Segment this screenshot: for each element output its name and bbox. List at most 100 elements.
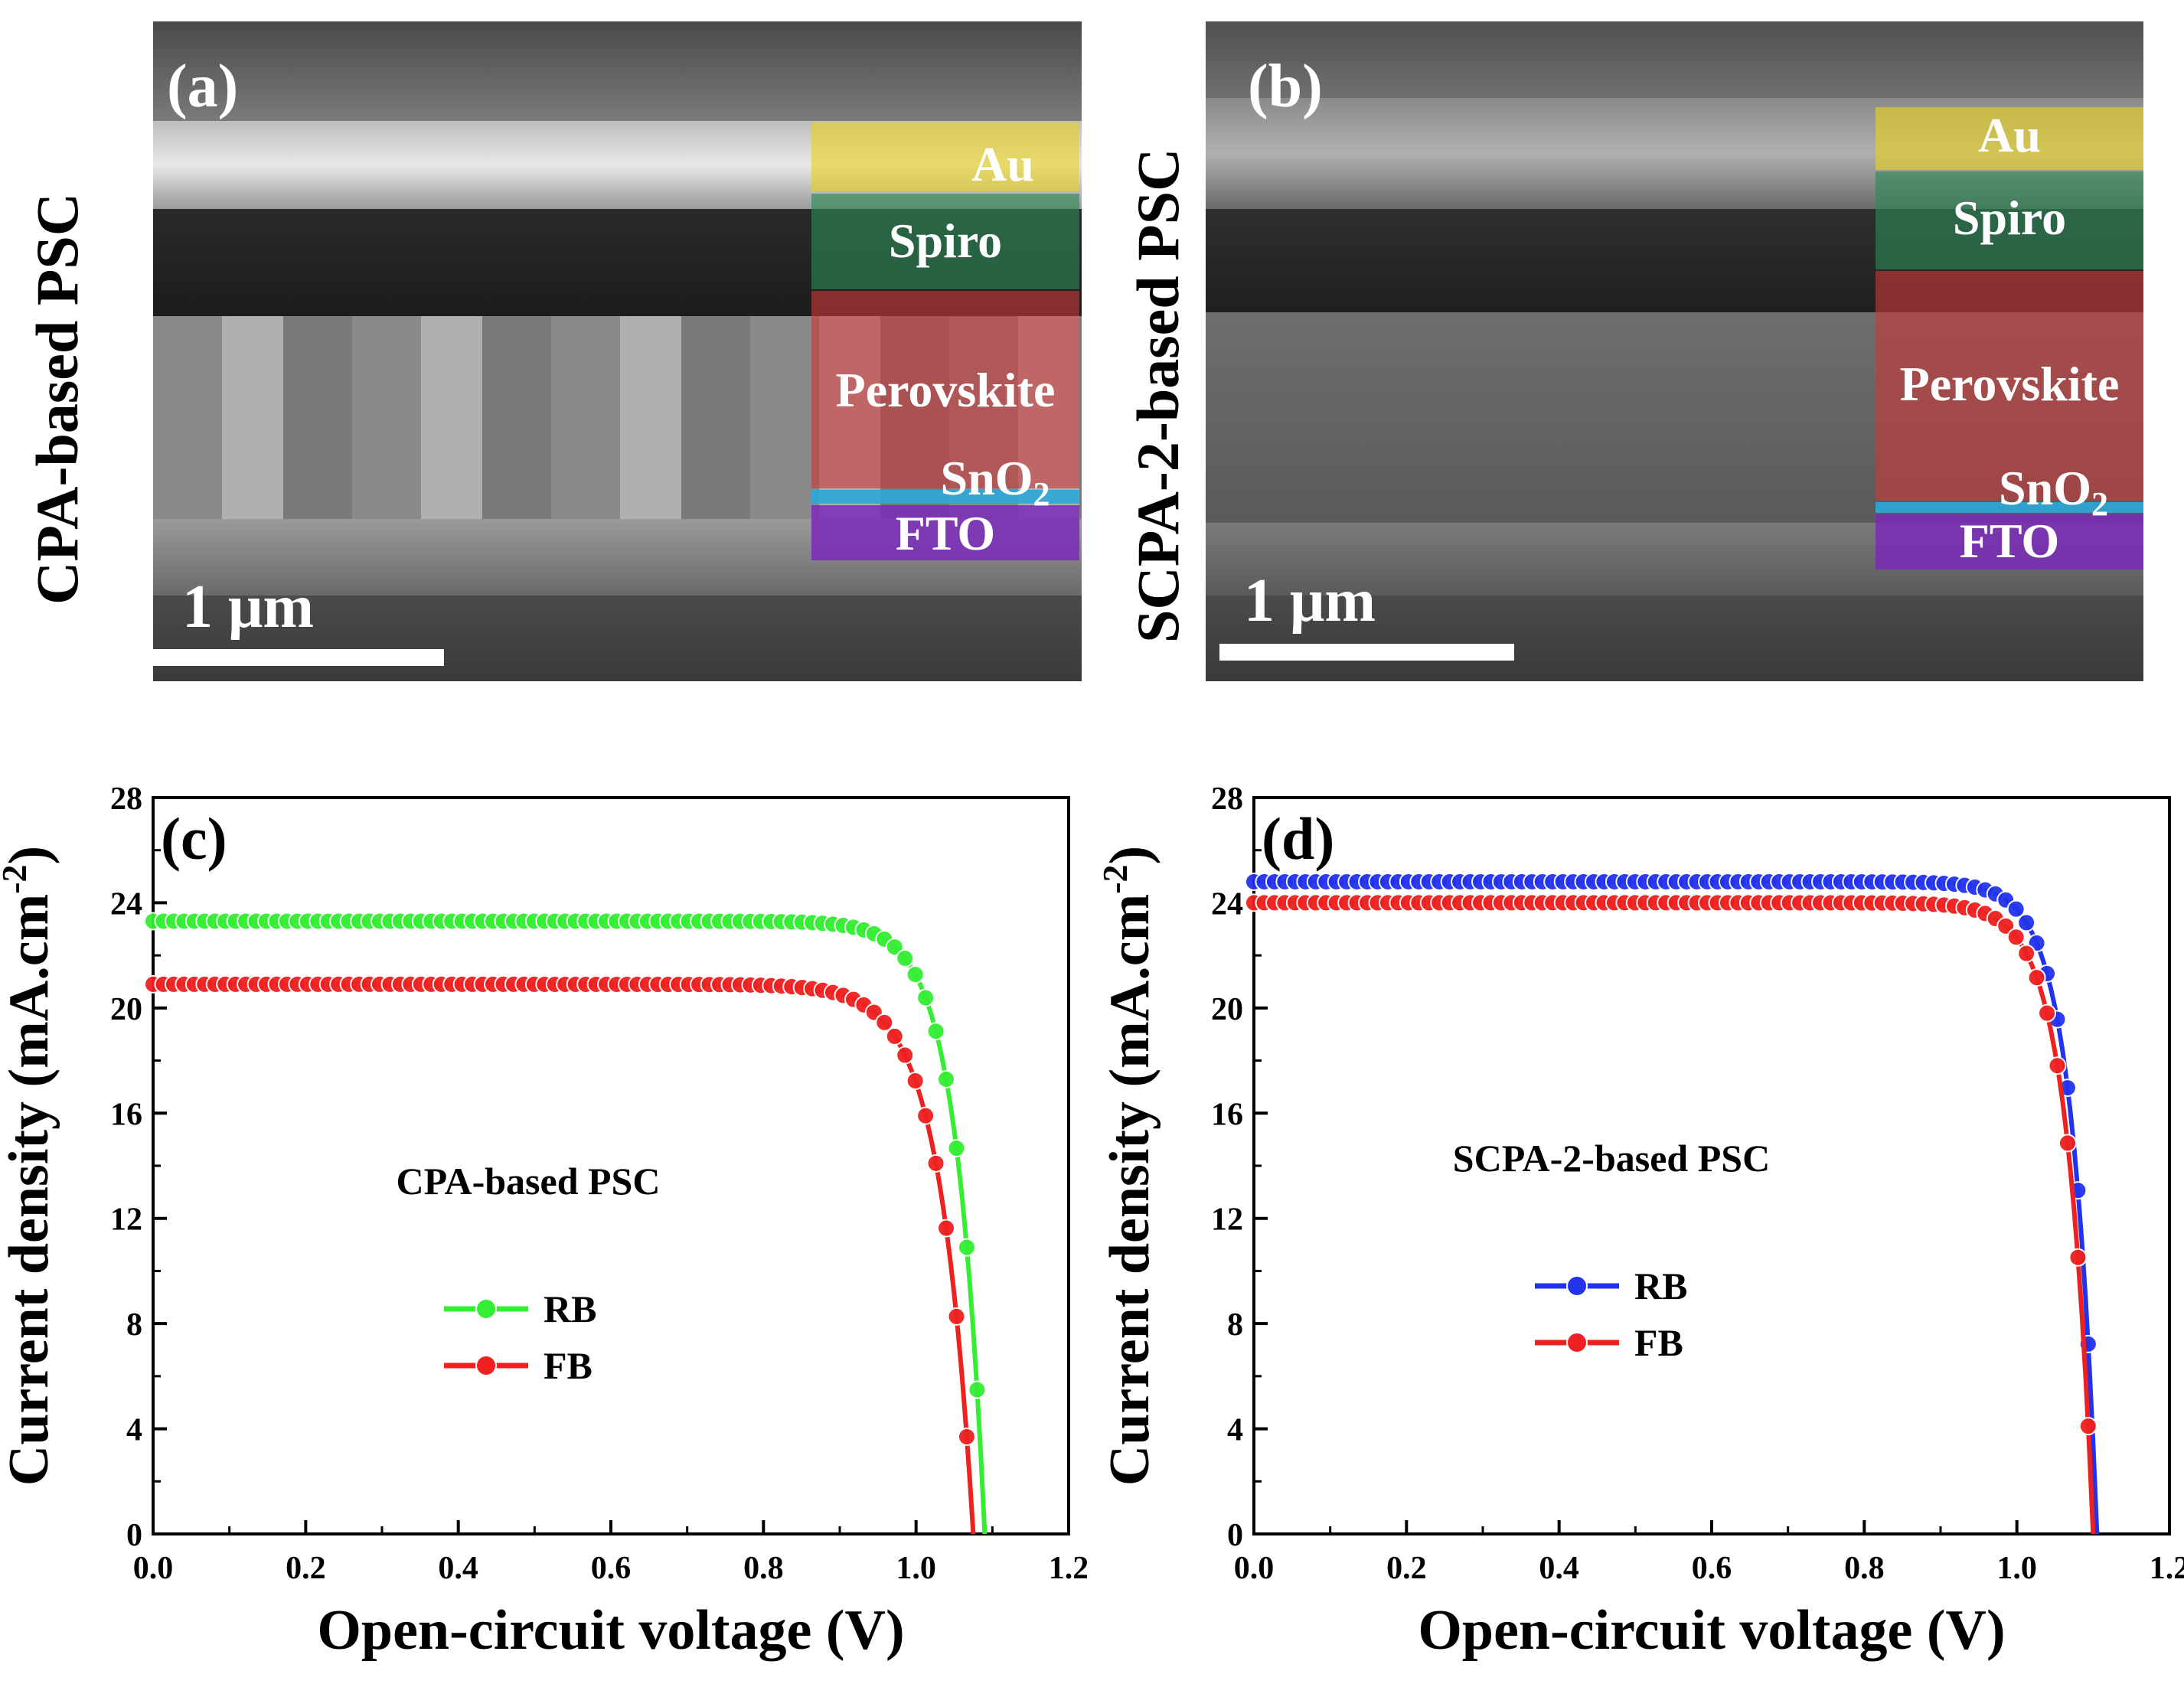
data-point: [957, 1238, 976, 1257]
overlay-perovskite-b: [1875, 271, 2143, 501]
series-line: [153, 981, 976, 1535]
y-tick-label: 12: [1211, 1203, 1243, 1238]
x-tick-label: 0.0: [1234, 1551, 1275, 1586]
label-sno2-text: SnO: [940, 451, 1033, 505]
x-tick-label: 0.6: [1692, 1551, 1732, 1586]
data-point: [947, 1307, 966, 1326]
sem-a-top-band: [153, 21, 1082, 121]
series-line: [1254, 900, 2096, 1535]
sem-a-glass-band: [153, 596, 1082, 681]
legend-marker: [1566, 1332, 1588, 1353]
x-tick-label: 1.0: [1996, 1551, 2037, 1586]
scale-a-bar: [153, 649, 444, 666]
data-point: [2048, 1056, 2067, 1075]
data-point: [926, 1154, 945, 1173]
overlay-spiro-b: [1875, 171, 2143, 269]
y-axis-label-sup: -2: [1095, 864, 1134, 893]
sem-image-a: Au Spiro Perovskite SnO2 FTO (a) 1 μm: [153, 21, 1082, 681]
data-point: [906, 1072, 925, 1091]
series-line: [1254, 879, 2100, 1535]
label-sno2: SnO2: [911, 450, 1079, 514]
y-axis-label-close: ): [1099, 846, 1161, 865]
y-tick-label: 0: [1227, 1518, 1243, 1553]
y-tick-label: 20: [1211, 992, 1243, 1027]
overlay-au-b: [1875, 107, 2143, 170]
y-axis-label: Current density (mA.cm-2): [0, 846, 60, 1486]
overlay-fto: [811, 505, 1079, 560]
panel-a-side-label: CPA-based PSC: [24, 192, 90, 605]
y-tick-label: 24: [1211, 886, 1243, 922]
x-tick-label: 0.0: [133, 1551, 174, 1586]
overlay-sno2: [811, 490, 1079, 504]
data-point: [2068, 1248, 2088, 1267]
data-point: [957, 1428, 976, 1447]
series-RB: [1245, 872, 2100, 1535]
legend-label: RB: [544, 1287, 596, 1330]
label-spiro-b: Spiro: [1952, 191, 2067, 245]
label-sno2-b-text: SnO: [1999, 461, 2091, 515]
label-sno2-sub: 2: [1033, 475, 1050, 513]
data-point: [906, 965, 925, 984]
panel-letter: (c): [161, 805, 227, 872]
label-sno2-b-sub: 2: [2091, 485, 2108, 523]
data-point: [2006, 928, 2026, 947]
label-perovskite: Perovskite: [835, 363, 1056, 417]
y-tick-label: 16: [1211, 1097, 1243, 1132]
panel-b-letter: (b): [1248, 53, 1323, 120]
scale-b-bar: [1219, 644, 1514, 661]
y-tick-label: 0: [126, 1518, 142, 1553]
label-sno2-b: SnO2: [1964, 460, 2143, 524]
x-tick-label: 1.0: [896, 1551, 936, 1586]
data-point: [2017, 944, 2036, 963]
data-point: [937, 1219, 956, 1238]
sem-b-top-band: [1206, 21, 2143, 98]
series-RB: [144, 912, 988, 1535]
data-point: [2006, 899, 2026, 919]
legend-label: RB: [1634, 1265, 1687, 1307]
x-tick-label: 0.2: [286, 1551, 326, 1586]
data-point: [926, 1022, 945, 1041]
y-tick-label: 28: [110, 782, 142, 817]
data-point: [885, 1026, 904, 1046]
legend-marker: [1566, 1275, 1588, 1297]
legend-marker: [475, 1355, 497, 1376]
x-tick-label: 0.4: [438, 1551, 478, 1586]
y-tick-label: 12: [110, 1203, 142, 1238]
x-axis-label: Open-circuit voltage (V): [317, 1599, 904, 1662]
label-fto: FTO: [895, 506, 996, 560]
data-point: [968, 1380, 987, 1399]
data-point: [875, 1013, 894, 1032]
x-tick-label: 0.6: [591, 1551, 632, 1586]
chart-annotation: CPA-based PSC: [397, 1160, 661, 1203]
x-tick-label: 0.4: [1539, 1551, 1579, 1586]
data-point: [885, 938, 904, 957]
sem-image-b: Au Spiro Perovskite SnO2 FTO (b) 1 μm: [1206, 21, 2143, 681]
data-point: [896, 1046, 915, 1065]
panel-letter: (d): [1262, 805, 1334, 872]
data-point: [2038, 1004, 2057, 1023]
x-tick-label: 0.8: [743, 1551, 784, 1586]
y-axis-label: Current density (mA.cm-2): [1095, 846, 1161, 1486]
y-axis-label-close: ): [0, 846, 60, 865]
y-tick-label: 24: [110, 886, 142, 922]
data-point: [937, 1069, 956, 1088]
chart-annotation: SCPA-2-based PSC: [1453, 1137, 1770, 1180]
label-au: Au: [971, 137, 1034, 191]
x-tick-label: 1.2: [2150, 1551, 2184, 1586]
y-axis-label-sup: -2: [0, 864, 34, 893]
scale-b-text: 1 μm: [1244, 567, 1376, 635]
data-point: [896, 948, 915, 968]
y-tick-label: 4: [1227, 1413, 1243, 1448]
panel-b-side-label: SCPA-2-based PSC: [1125, 148, 1191, 643]
data-point: [916, 988, 935, 1007]
chart-c: 0.0 0.2 0.4 0.6 0.8 1.0 1.2 0 4 8 12 16 20 24 28 Open-c…: [0, 782, 1087, 1662]
x-tick-label: 0.2: [1386, 1551, 1427, 1586]
y-axis-label-main: Current density (mA.cm: [1099, 894, 1161, 1486]
x-axis-label: Open-circuit voltage (V): [1418, 1599, 2005, 1662]
data-point: [2078, 1417, 2097, 1436]
data-point: [947, 1139, 966, 1158]
y-tick-label: 28: [1211, 782, 1243, 817]
label-perovskite-b: Perovskite: [1899, 357, 2120, 411]
legend-label: FB: [544, 1344, 593, 1387]
legend-label: FB: [1634, 1321, 1683, 1364]
